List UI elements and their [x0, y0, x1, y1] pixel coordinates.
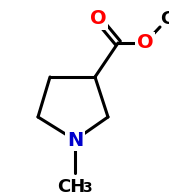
Text: CH: CH [57, 178, 85, 195]
Text: 3: 3 [82, 181, 92, 195]
Text: O: O [137, 34, 153, 52]
Text: CH: CH [160, 10, 169, 28]
Text: N: N [67, 130, 83, 150]
Text: O: O [90, 10, 106, 28]
